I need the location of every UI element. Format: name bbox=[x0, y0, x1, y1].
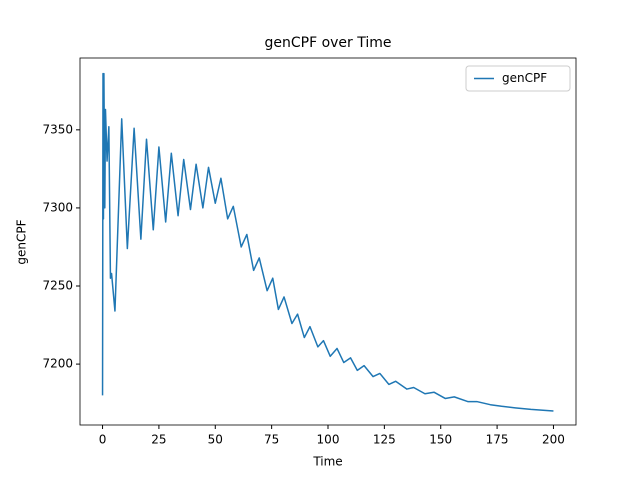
x-tick-label: 125 bbox=[373, 433, 396, 447]
x-tick-label: 175 bbox=[486, 433, 509, 447]
y-tick-label: 7200 bbox=[42, 357, 73, 371]
y-tick-label: 7350 bbox=[42, 122, 73, 136]
x-axis-label: Time bbox=[312, 455, 342, 469]
y-axis-label: genCPF bbox=[15, 219, 29, 264]
x-tick-label: 200 bbox=[542, 433, 565, 447]
y-tick-label: 7300 bbox=[42, 200, 73, 214]
x-tick-label: 0 bbox=[99, 433, 107, 447]
legend-label: genCPF bbox=[502, 71, 547, 85]
x-tick-label: 75 bbox=[264, 433, 279, 447]
x-tick-label: 25 bbox=[151, 433, 166, 447]
x-tick-label: 100 bbox=[317, 433, 340, 447]
chart-title: genCPF over Time bbox=[264, 35, 391, 51]
y-tick-label: 7250 bbox=[42, 279, 73, 293]
plot-frame bbox=[79, 57, 577, 426]
legend-box bbox=[465, 65, 571, 92]
x-tick-label: 50 bbox=[208, 433, 223, 447]
data-line bbox=[101, 72, 554, 412]
x-tick-label: 150 bbox=[429, 433, 452, 447]
